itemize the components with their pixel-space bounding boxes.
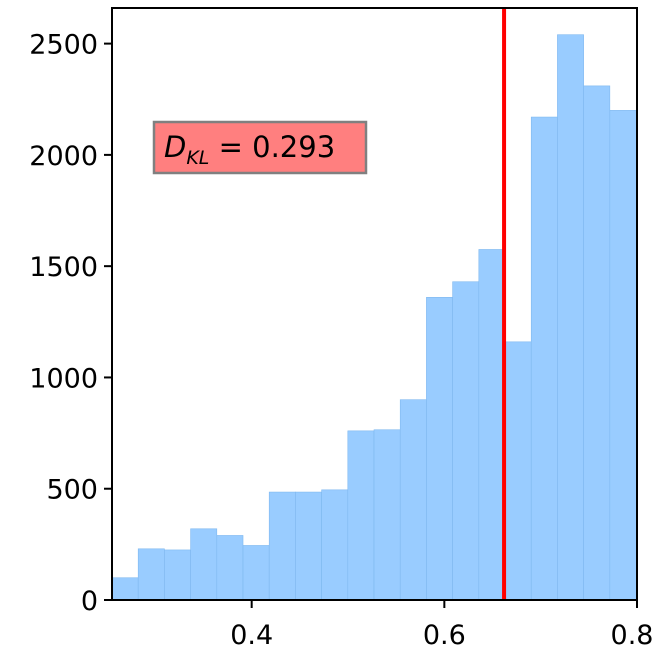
- histogram-bar: [137, 548, 165, 601]
- y-tick-label: 2000: [29, 141, 98, 172]
- histogram-bar: [295, 491, 322, 601]
- kl-symbol: D: [164, 130, 186, 164]
- histogram-bar: [242, 545, 270, 601]
- y-tick-label: 2500: [29, 30, 98, 61]
- histogram-bar: [111, 577, 139, 601]
- x-tick-label: 0.6: [423, 620, 466, 648]
- bars-layer: [111, 34, 638, 601]
- kl-subscript: KL: [186, 147, 209, 169]
- histogram-bar: [530, 116, 558, 601]
- x-tick-label: 0.4: [230, 620, 273, 648]
- kl-annotation-text: DKL = 0.293: [164, 130, 335, 169]
- histogram-bar: [478, 249, 506, 601]
- histogram-bar: [399, 399, 427, 601]
- histogram-bar: [609, 110, 638, 601]
- histogram-bar: [268, 491, 296, 601]
- x-axis-ticks: 0.4 0.6 0.8: [230, 600, 653, 648]
- histogram-bar: [216, 535, 244, 601]
- y-tick-label: 0: [81, 586, 98, 617]
- histogram-bar: [321, 489, 349, 601]
- histogram-bar: [557, 34, 584, 601]
- histogram-bar: [504, 341, 532, 601]
- histogram-bar: [373, 429, 401, 601]
- y-tick-label: 1500: [29, 252, 98, 283]
- plot-frame: [111, 7, 638, 601]
- histogram-bar: [190, 528, 218, 601]
- kl-annotation-box: [152, 120, 368, 175]
- y-tick-label: 1000: [29, 363, 98, 394]
- histogram-bar: [347, 430, 375, 601]
- y-axis-ticks: 0 500 1000 1500 2000 2500: [29, 30, 112, 617]
- y-tick-label: 500: [46, 475, 98, 506]
- kl-annotation: DKL = 0.293: [152, 120, 368, 175]
- x-tick-label: 0.8: [611, 620, 654, 648]
- histogram-bar: [426, 297, 453, 601]
- histogram-bar: [452, 281, 480, 601]
- kl-value: = 0.293: [209, 130, 335, 164]
- histogram-bar: [164, 549, 191, 601]
- histogram-bar: [583, 85, 611, 601]
